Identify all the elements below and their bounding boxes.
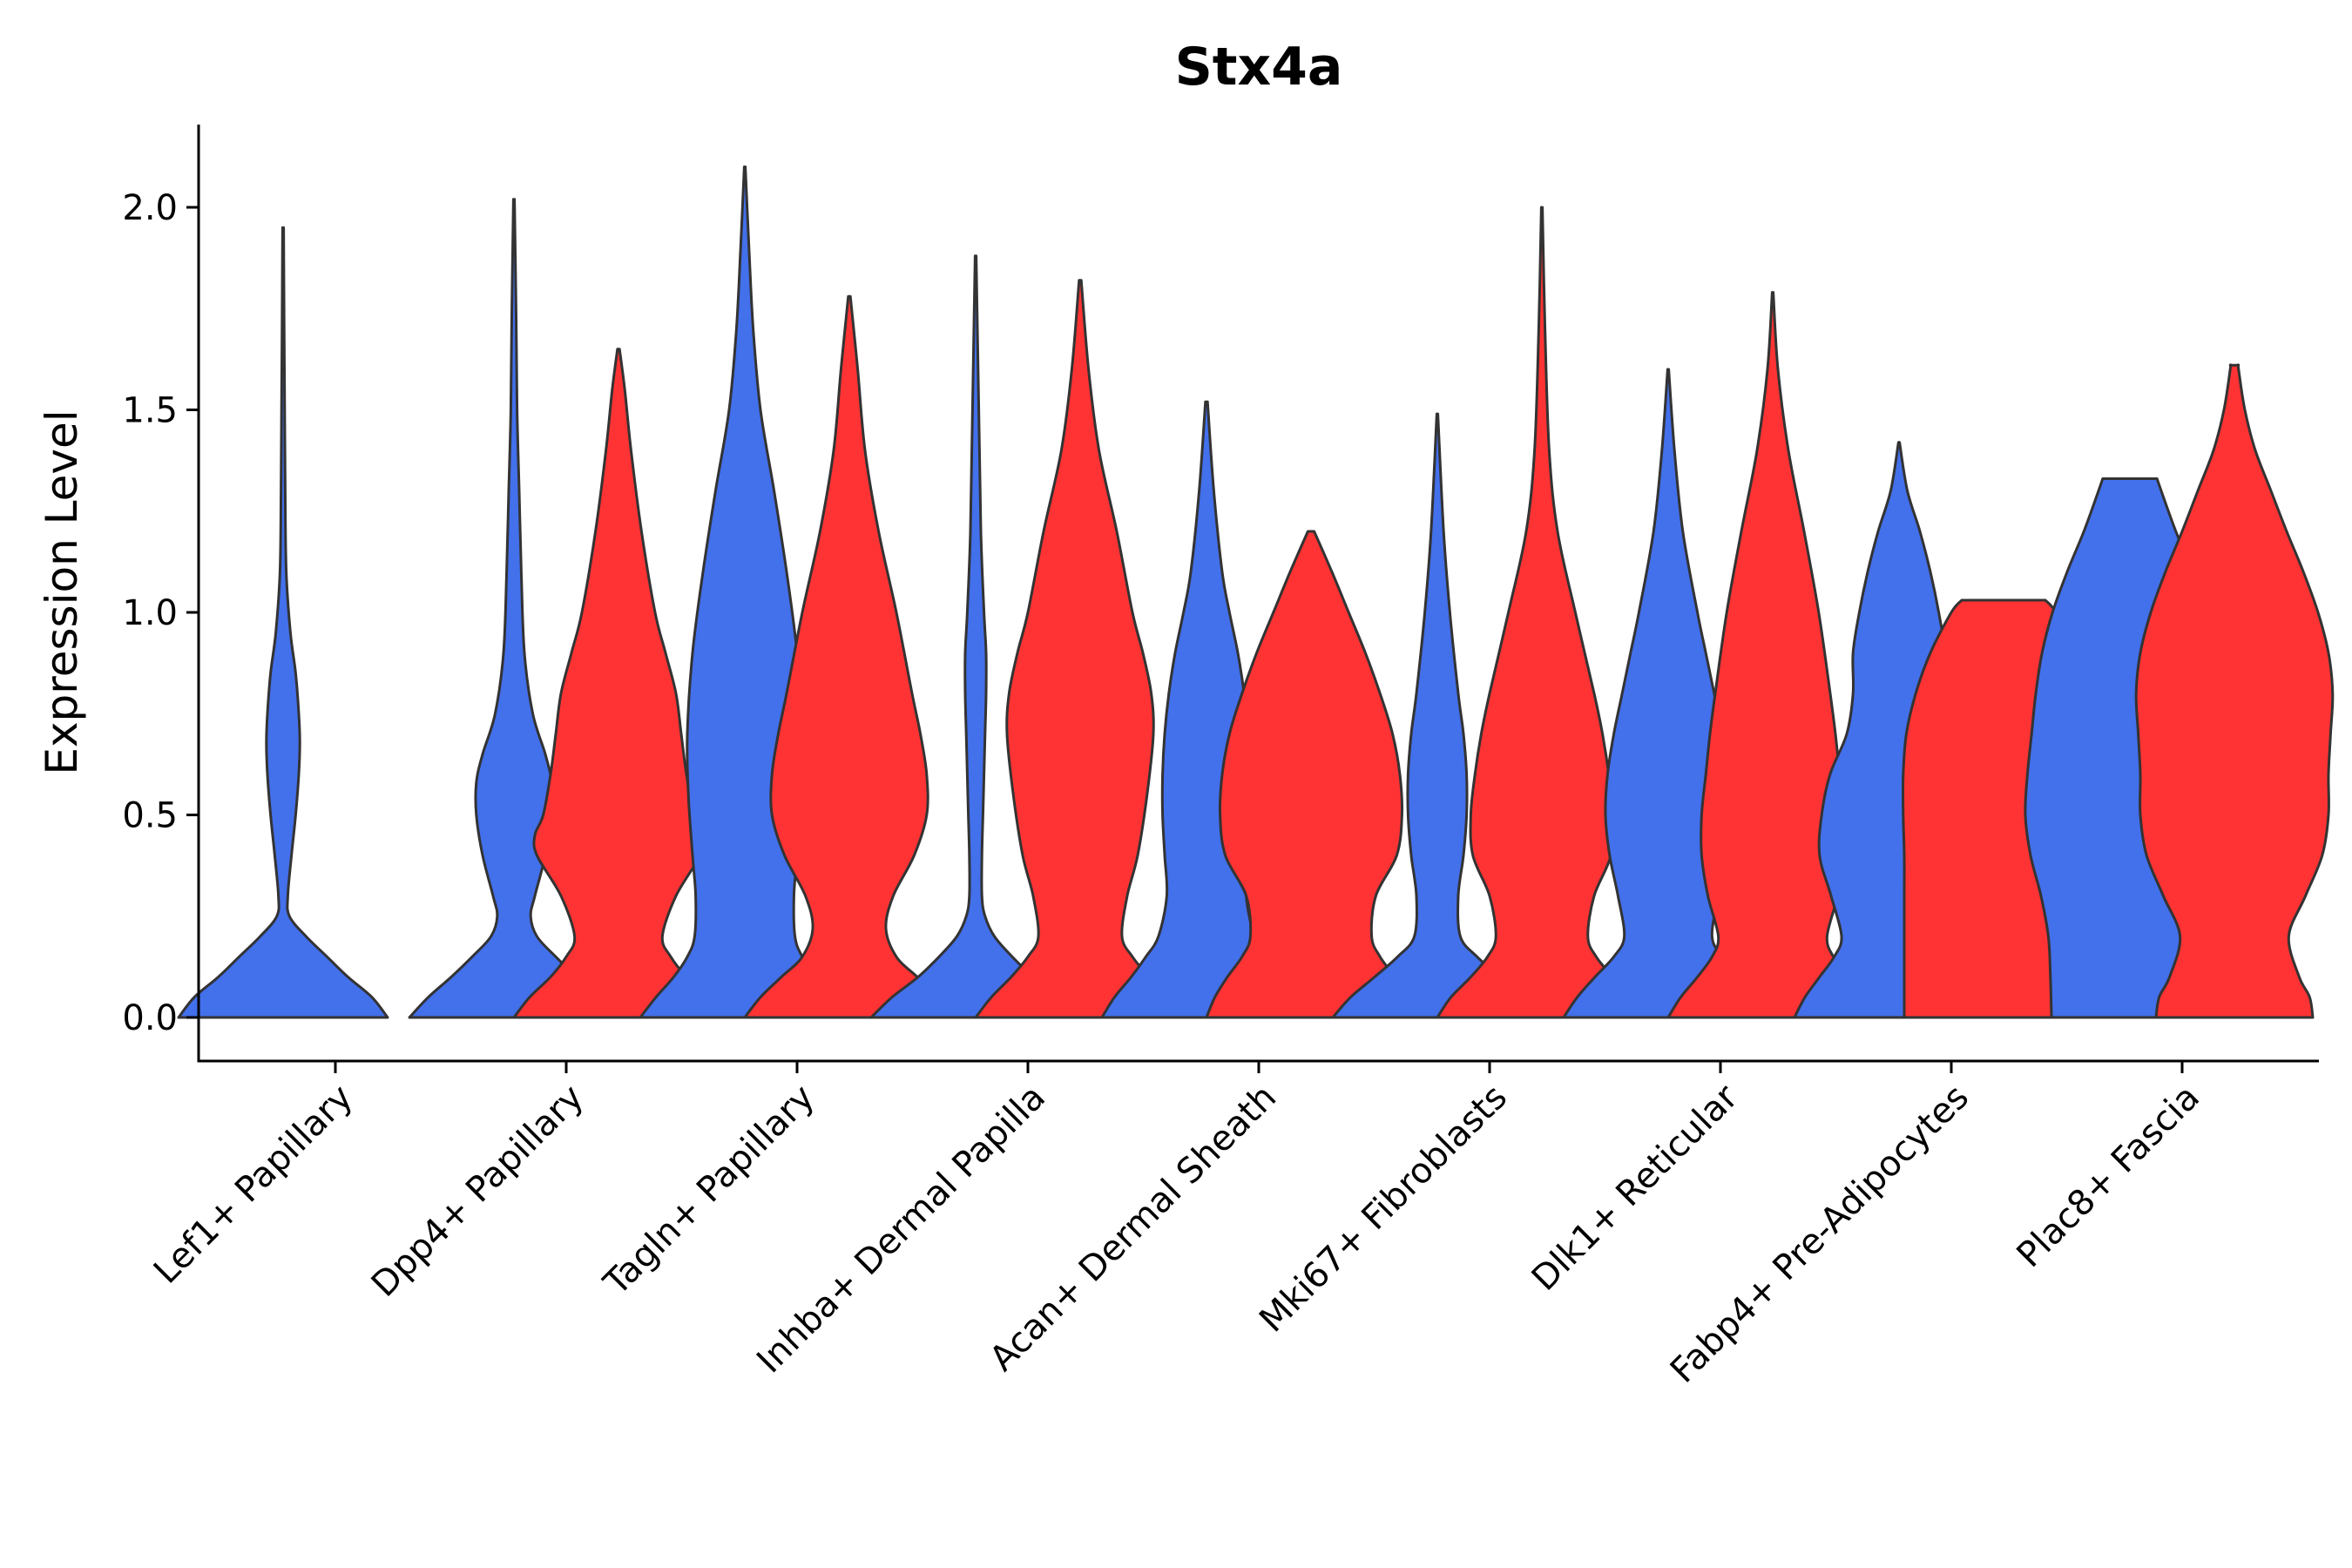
y-tick-label: 2.0 [122,188,178,228]
x-tick-label: Dpp4+ Papillary [364,1078,591,1305]
y-axis-label: Expression Level [37,409,87,774]
x-tick-label: Plac8+ Fascia [2010,1078,2208,1276]
violin-mki67-fibroblasts-blue [1331,412,1544,1019]
violin-acan-dermal-sheath-red [1205,530,1417,1019]
y-tick-label: 1.5 [122,391,178,431]
x-tick-label: Lef1+ Papillary [146,1078,361,1292]
violin-mki67-fibroblasts-red [1436,206,1648,1019]
y-tick-label: 1.0 [122,593,178,633]
violin-plac8-fascia-red [2134,363,2335,1019]
x-tick-label: Dlk1+ Reticular [1524,1077,1747,1299]
violin-inhba-dermal-papilla-blue [869,254,1082,1019]
y-axis-ticks: 0.0 0.5 1.0 1.5 2.0 [122,188,199,1038]
violins-layer [177,166,2335,1019]
violin-dpp4-papillary-blue [408,198,620,1019]
violin-inhba-dermal-papilla-red [974,279,1186,1019]
chart-title: Stx4a [1175,37,1343,98]
violin-tagln-papillary-red [743,294,956,1019]
violin-lef1-papillary-blue [177,226,389,1019]
y-tick-label: 0.5 [122,796,178,836]
x-axis-ticks: Lef1+ Papillary Dpp4+ Papillary Tagln+ Pap… [146,1061,2207,1391]
x-tick-label: Mki67+ Fibroblasts [1252,1078,1515,1341]
y-tick-label: 0.0 [122,998,178,1038]
x-tick-label: Tagln+ Papillary [596,1078,822,1304]
